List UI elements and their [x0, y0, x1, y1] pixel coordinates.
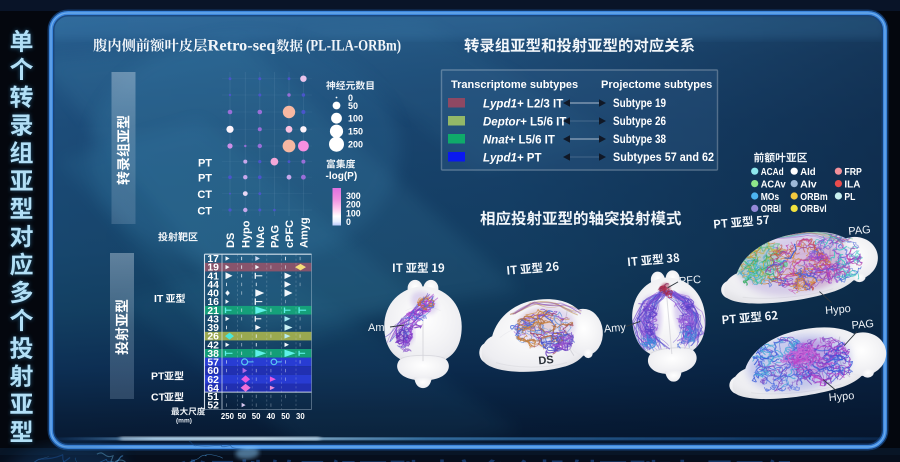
- svg-text:ACAv: ACAv: [761, 178, 786, 190]
- svg-text:50: 50: [348, 101, 358, 111]
- svg-text:Projectome subtypes: Projectome subtypes: [601, 79, 712, 91]
- svg-text:40: 40: [207, 289, 219, 300]
- svg-text:100: 100: [348, 114, 363, 124]
- svg-text:50: 50: [238, 412, 247, 421]
- svg-text:Lypd1+ PT: Lypd1+ PT: [483, 153, 541, 165]
- svg-text:41: 41: [207, 271, 219, 282]
- svg-text:38: 38: [207, 349, 219, 360]
- svg-text:50: 50: [252, 412, 261, 421]
- svg-text:Nnat+ L5/6 IT: Nnat+ L5/6 IT: [483, 135, 555, 147]
- svg-text:21: 21: [207, 306, 219, 317]
- svg-text:PAG: PAG: [851, 318, 874, 332]
- svg-text:64: 64: [207, 383, 219, 394]
- svg-text:ORBm: ORBm: [800, 191, 828, 203]
- svg-text:PL: PL: [844, 191, 855, 203]
- svg-text:17: 17: [207, 254, 219, 265]
- svg-text:300: 300: [346, 191, 361, 201]
- svg-text:0: 0: [348, 93, 353, 103]
- svg-text:(PL-ILA-ORBm): (PL-ILA-ORBm): [306, 38, 401, 55]
- svg-text:IT: IT: [154, 293, 164, 305]
- svg-text:PT: PT: [198, 158, 212, 170]
- svg-text:NAc: NAc: [255, 226, 267, 248]
- svg-text:Subtype 19: Subtype 19: [613, 98, 666, 110]
- svg-text:PAG: PAG: [848, 224, 871, 238]
- svg-text:PFC: PFC: [679, 274, 702, 288]
- svg-text:MOs: MOs: [761, 191, 780, 203]
- svg-text:CT: CT: [197, 189, 212, 201]
- svg-text:150: 150: [348, 127, 363, 137]
- svg-text:Transcriptome subtypes: Transcriptome subtypes: [451, 79, 578, 91]
- svg-text:Retro-seq: Retro-seq: [208, 38, 276, 55]
- svg-text:DS: DS: [225, 233, 237, 248]
- svg-text:Deptor+ L5/6 IT: Deptor+ L5/6 IT: [483, 117, 566, 129]
- svg-text:0: 0: [346, 217, 351, 227]
- svg-text:Amyg: Amyg: [298, 217, 310, 248]
- svg-text:ORBvl: ORBvl: [800, 203, 827, 215]
- svg-text:44: 44: [207, 280, 219, 291]
- svg-text:Subtypes 57 and 62: Subtypes 57 and 62: [613, 152, 714, 164]
- svg-text:Subtype 38: Subtype 38: [613, 134, 667, 146]
- svg-text:30: 30: [296, 412, 305, 421]
- svg-text:40: 40: [267, 412, 276, 421]
- svg-text:52: 52: [207, 401, 219, 412]
- svg-text:16: 16: [207, 297, 219, 308]
- svg-text:ILA: ILA: [844, 178, 860, 190]
- svg-text:ACAd: ACAd: [761, 166, 784, 178]
- svg-text:Amy: Amy: [368, 322, 391, 334]
- svg-text:Subtype 26: Subtype 26: [613, 116, 666, 128]
- svg-text:200: 200: [348, 140, 363, 150]
- svg-text:250: 250: [221, 412, 235, 421]
- svg-text:DS: DS: [538, 354, 554, 367]
- svg-text:60: 60: [207, 366, 219, 377]
- svg-text:200: 200: [346, 200, 361, 210]
- svg-text:Hypo: Hypo: [240, 220, 252, 248]
- svg-text:43: 43: [207, 314, 219, 325]
- svg-text:Lypd1+ L2/3 IT: Lypd1+ L2/3 IT: [483, 99, 563, 111]
- svg-text:39: 39: [207, 323, 219, 334]
- svg-text:Hypo: Hypo: [828, 390, 855, 404]
- svg-text:cPFC: cPFC: [284, 220, 296, 248]
- svg-text:26: 26: [207, 332, 219, 343]
- svg-text:CT: CT: [197, 206, 212, 218]
- svg-text:AId: AId: [800, 166, 816, 178]
- svg-text:42: 42: [207, 340, 219, 351]
- svg-text:50: 50: [281, 412, 290, 421]
- svg-text:Amy: Amy: [603, 322, 626, 336]
- svg-text:FRP: FRP: [844, 166, 862, 178]
- svg-text:ORBl: ORBl: [761, 203, 782, 215]
- svg-text:62: 62: [207, 375, 219, 386]
- svg-text:CT: CT: [151, 392, 166, 404]
- svg-text:PAG: PAG: [269, 225, 281, 248]
- svg-text:100: 100: [346, 209, 361, 219]
- svg-text:57: 57: [207, 358, 219, 369]
- svg-text:19: 19: [207, 263, 219, 274]
- svg-text:-log(P): -log(P): [326, 171, 358, 182]
- svg-text:PT: PT: [151, 371, 165, 383]
- svg-text:PT: PT: [198, 173, 212, 185]
- svg-text:Hypo: Hypo: [825, 303, 852, 317]
- svg-text:51: 51: [207, 392, 219, 403]
- svg-text:(mm): (mm): [176, 418, 192, 425]
- svg-text:AIv: AIv: [800, 178, 817, 190]
